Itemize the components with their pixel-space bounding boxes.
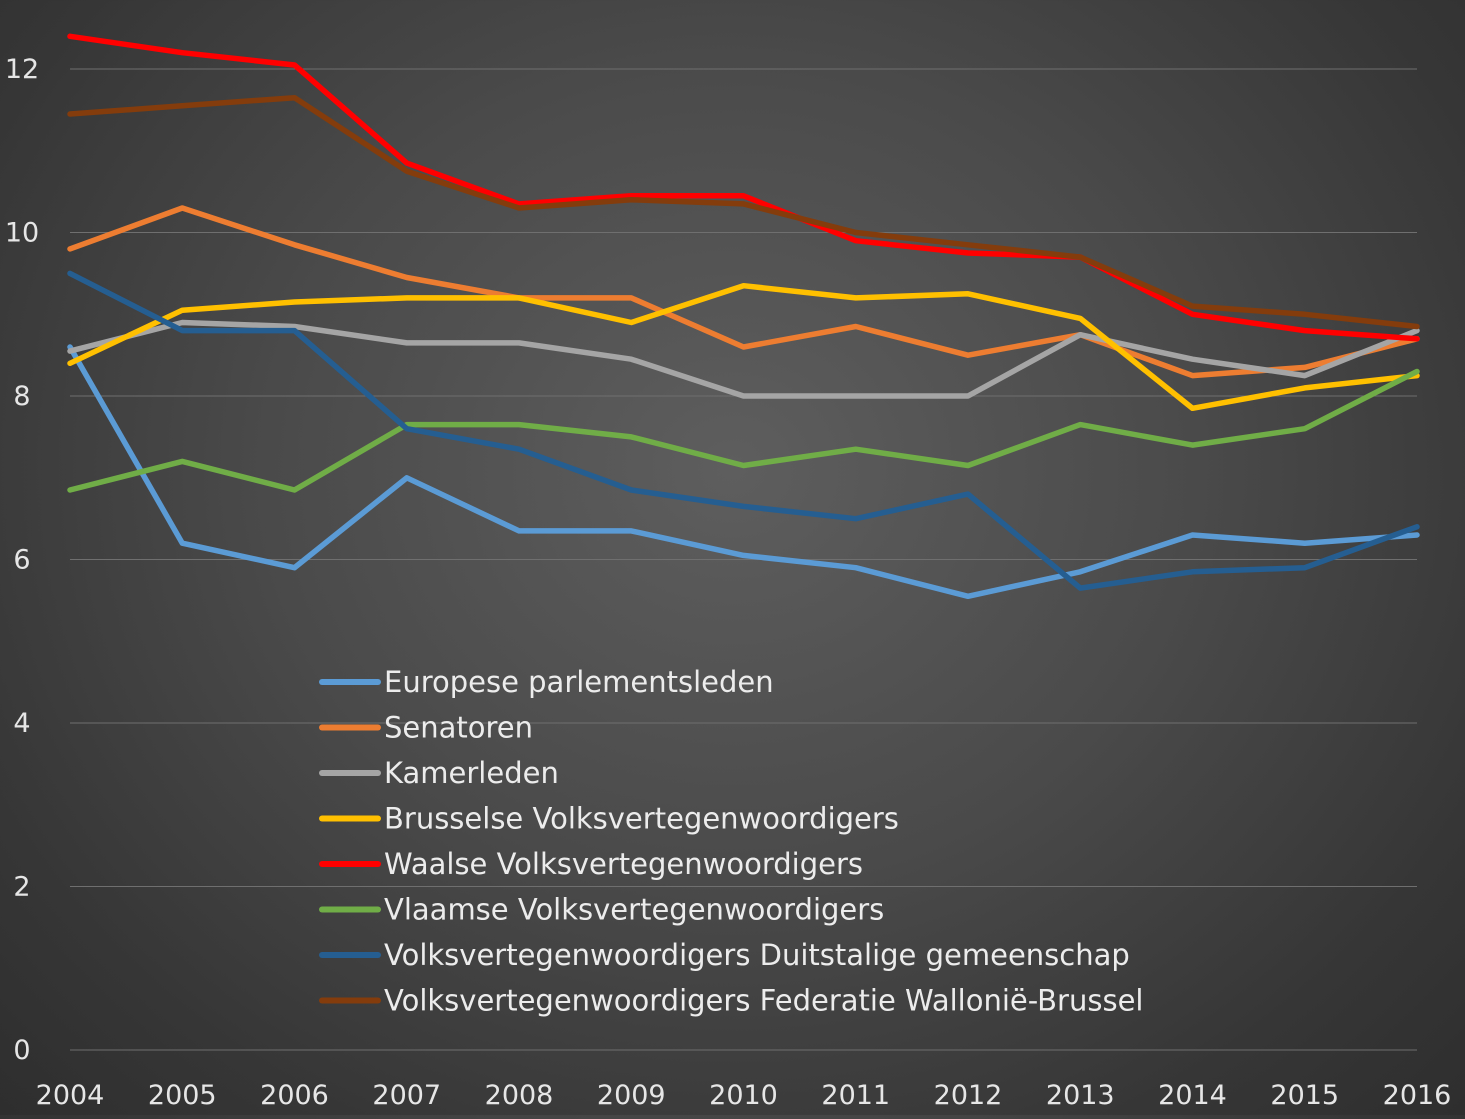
legend-label: Volksvertegenwoordigers Federatie Wallon… xyxy=(384,984,1143,1018)
legend-label: Brusselse Volksvertegenwoordigers xyxy=(384,802,899,836)
series-group xyxy=(70,273,1417,588)
series-line xyxy=(70,323,1417,397)
y-tick-label: 8 xyxy=(13,381,30,412)
legend-label: Vlaamse Volksvertegenwoordigers xyxy=(384,893,884,927)
series-line xyxy=(70,347,1417,596)
series-group xyxy=(70,322,1417,396)
legend-item: Senatoren xyxy=(322,711,533,745)
legend-item: Kamerleden xyxy=(322,756,559,790)
x-tick-label: 2004 xyxy=(36,1080,105,1111)
x-axis-ticks: 2004 2005 2006 2007 2008 2009 2010 2011 2012 2013… xyxy=(36,1080,1452,1111)
x-tick-label: 2008 xyxy=(485,1080,554,1111)
x-tick-label: 2011 xyxy=(821,1080,890,1111)
y-tick-label: 2 xyxy=(13,872,30,903)
x-tick-label: 2015 xyxy=(1270,1080,1339,1111)
x-tick-label: 2010 xyxy=(709,1080,778,1111)
y-tick-label: 10 xyxy=(5,218,39,249)
y-tick-label: 12 xyxy=(5,54,39,85)
series-group xyxy=(70,36,1417,339)
x-tick-label: 2013 xyxy=(1046,1080,1115,1111)
series-line xyxy=(70,98,1417,327)
legend-label: Volksvertegenwoordigers Duitstalige geme… xyxy=(384,938,1130,972)
legend-label: Europese parlementsleden xyxy=(384,665,774,699)
y-axis-ticks: 0 2 4 6 8 10 12 xyxy=(5,54,39,1066)
y-tick-label: 0 xyxy=(13,1035,30,1066)
legend-item: Vlaamse Volksvertegenwoordigers xyxy=(322,893,884,927)
legend-item: Volksvertegenwoordigers Federatie Wallon… xyxy=(322,984,1143,1018)
legend: Europese parlementsleden Senatoren Kamerle… xyxy=(322,665,1143,1018)
series-line xyxy=(70,208,1417,376)
x-tick-label: 2014 xyxy=(1158,1080,1227,1111)
series-group xyxy=(70,208,1417,376)
x-tick-label: 2005 xyxy=(148,1080,217,1111)
series-line xyxy=(70,273,1417,588)
legend-item: Waalse Volksvertegenwoordigers xyxy=(322,847,863,881)
legend-item: Volksvertegenwoordigers Duitstalige geme… xyxy=(322,938,1130,972)
legend-label: Kamerleden xyxy=(384,756,559,790)
series-group xyxy=(70,347,1417,597)
x-tick-label: 2012 xyxy=(934,1080,1003,1111)
legend-item: Brusselse Volksvertegenwoordigers xyxy=(322,802,899,836)
series-lines xyxy=(70,36,1417,596)
series-line xyxy=(70,36,1417,339)
y-tick-label: 4 xyxy=(13,708,30,739)
legend-label: Senatoren xyxy=(384,711,533,745)
series-group xyxy=(70,98,1417,327)
x-tick-label: 2006 xyxy=(260,1080,329,1111)
series-line xyxy=(70,372,1417,491)
series-group xyxy=(70,371,1417,490)
legend-item: Europese parlementsleden xyxy=(322,665,774,699)
x-tick-label: 2007 xyxy=(372,1080,441,1111)
legend-label: Waalse Volksvertegenwoordigers xyxy=(384,847,863,881)
x-tick-label: 2016 xyxy=(1383,1080,1452,1111)
y-tick-label: 6 xyxy=(13,545,30,576)
x-tick-label: 2009 xyxy=(597,1080,666,1111)
